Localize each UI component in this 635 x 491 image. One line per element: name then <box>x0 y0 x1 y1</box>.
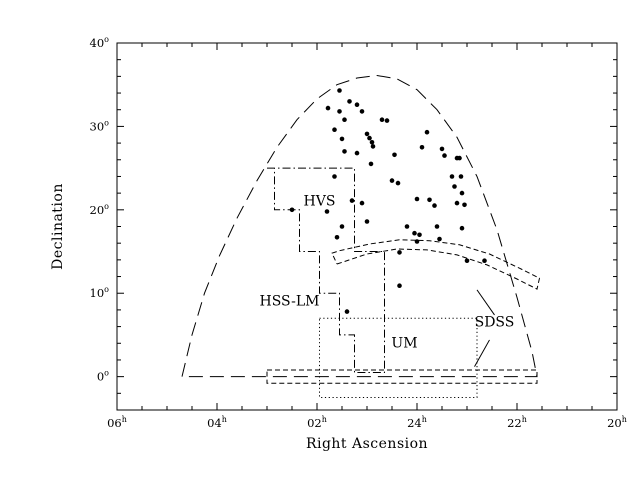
data-point <box>337 88 342 93</box>
data-point <box>364 219 370 224</box>
data-point <box>337 109 342 114</box>
data-point <box>457 155 462 161</box>
data-point <box>342 117 347 122</box>
data-point <box>349 198 355 203</box>
region-outline-hvs <box>267 167 385 373</box>
data-point <box>395 180 401 186</box>
data-point <box>412 230 417 236</box>
data-point <box>414 239 420 244</box>
regions-layer: HSS-LM HVS UM SDSS <box>181 74 541 398</box>
data-point <box>432 203 437 208</box>
region-leader-line <box>476 289 495 316</box>
data-point <box>344 309 350 314</box>
data-point <box>367 135 372 141</box>
region-outline-hss-lm <box>181 74 538 378</box>
data-point <box>397 283 402 289</box>
data-point <box>459 225 465 231</box>
data-point <box>379 117 385 122</box>
data-point <box>354 102 360 107</box>
data-point <box>370 144 376 149</box>
data-point <box>347 99 352 104</box>
data-point <box>354 150 360 156</box>
data-point <box>417 232 422 238</box>
data-point <box>369 140 375 145</box>
data-point <box>334 235 340 240</box>
data-point <box>332 174 337 179</box>
data-point <box>462 202 467 208</box>
data-point <box>454 200 460 206</box>
data-point <box>458 174 464 179</box>
data-point <box>389 178 395 183</box>
data-point <box>439 146 445 152</box>
data-point <box>419 145 425 150</box>
data-point <box>397 250 402 255</box>
data-point <box>404 224 410 229</box>
data-point <box>414 196 420 202</box>
region-label-hvs: HVS <box>304 194 336 210</box>
x-axis-title: Right Ascension <box>306 436 428 452</box>
region-label-um: UM <box>391 335 417 351</box>
data-point <box>342 149 347 154</box>
data-point <box>449 174 455 179</box>
data-point <box>339 224 345 229</box>
data-point <box>339 136 345 142</box>
data-point <box>437 236 442 242</box>
data-point <box>364 131 370 137</box>
data-points-layer <box>289 88 487 314</box>
data-point <box>482 258 487 264</box>
data-point <box>359 109 365 114</box>
region-outline-sdss-stripe-b <box>266 369 538 384</box>
region-label-hss-lm: HSS-LM <box>259 294 319 310</box>
data-point <box>427 197 432 203</box>
region-leader-line <box>474 339 490 367</box>
data-point <box>442 153 447 158</box>
data-point <box>289 207 295 213</box>
region-outline-um <box>319 317 478 398</box>
data-point <box>464 258 470 264</box>
data-point <box>434 224 440 229</box>
y-axis-title: Declination <box>50 183 66 270</box>
region-label-sdss: SDSS <box>475 315 515 331</box>
data-point <box>359 200 365 206</box>
data-point <box>324 209 330 214</box>
data-point <box>368 161 374 167</box>
data-point <box>332 127 337 132</box>
data-point <box>392 152 397 158</box>
region-outline-sdss-stripe-a <box>331 239 541 290</box>
data-point <box>384 118 390 123</box>
data-point <box>459 190 465 196</box>
data-point <box>424 129 430 135</box>
data-point <box>452 184 457 189</box>
data-point <box>325 105 331 111</box>
